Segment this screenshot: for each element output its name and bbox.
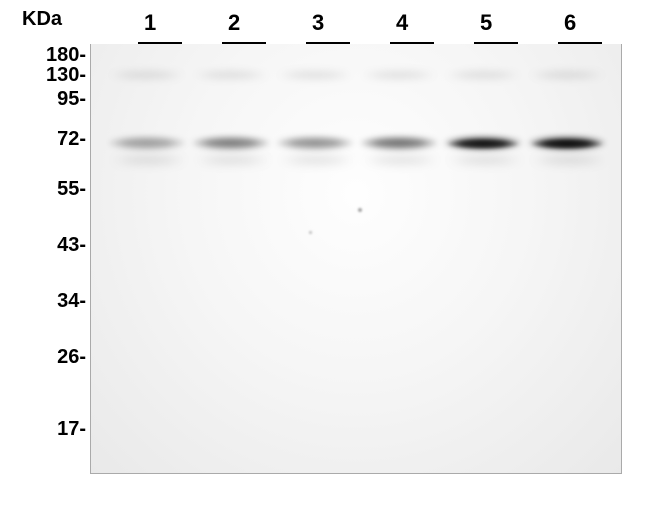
band-under-lane4 (364, 156, 438, 164)
marker-label-17: 17- (0, 418, 86, 441)
lane-label-4: 4 (396, 10, 408, 36)
lane-label-1: 1 (144, 10, 156, 36)
band-under-lane3 (280, 156, 354, 164)
blot-frame (90, 44, 622, 474)
band-main-lane4 (360, 136, 438, 150)
lane-label-2: 2 (228, 10, 240, 36)
band-main-core-lane5 (448, 139, 518, 149)
lane-label-3: 3 (312, 10, 324, 36)
band-main-lane1 (108, 136, 186, 150)
blot-background (91, 44, 621, 473)
lane-underline-6 (558, 42, 602, 44)
lane-underline-4 (390, 42, 434, 44)
blot-figure: KDa 123456180-130-95-72-55-43-34-26-17- (0, 0, 650, 510)
band-main-lane3 (276, 136, 354, 150)
band-upper-lane6 (530, 70, 604, 80)
marker-label-55: 55- (0, 178, 86, 201)
units-label: KDa (22, 8, 62, 31)
lane-label-6: 6 (564, 10, 576, 36)
band-upper-lane4 (362, 70, 436, 80)
band-upper-lane3 (278, 70, 352, 80)
marker-label-130: 130- (0, 64, 86, 87)
band-main-lane2 (192, 136, 270, 150)
marker-label-26: 26- (0, 346, 86, 369)
lane-underline-2 (222, 42, 266, 44)
band-under-lane1 (112, 156, 186, 164)
lane-label-5: 5 (480, 10, 492, 36)
marker-label-34: 34- (0, 290, 86, 313)
lane-underline-5 (474, 42, 518, 44)
band-under-lane5 (448, 156, 522, 164)
marker-label-95: 95- (0, 88, 86, 111)
band-upper-lane2 (194, 70, 268, 80)
lane-underline-1 (138, 42, 182, 44)
band-main-core-lane6 (532, 139, 602, 149)
marker-label-72: 72- (0, 128, 86, 151)
band-under-lane6 (532, 156, 606, 164)
band-upper-lane1 (110, 70, 184, 80)
marker-label-43: 43- (0, 234, 86, 257)
lane-underline-3 (306, 42, 350, 44)
speckle-1 (358, 208, 362, 212)
speckle-2 (309, 231, 312, 234)
band-under-lane2 (196, 156, 270, 164)
band-upper-lane5 (446, 70, 520, 80)
